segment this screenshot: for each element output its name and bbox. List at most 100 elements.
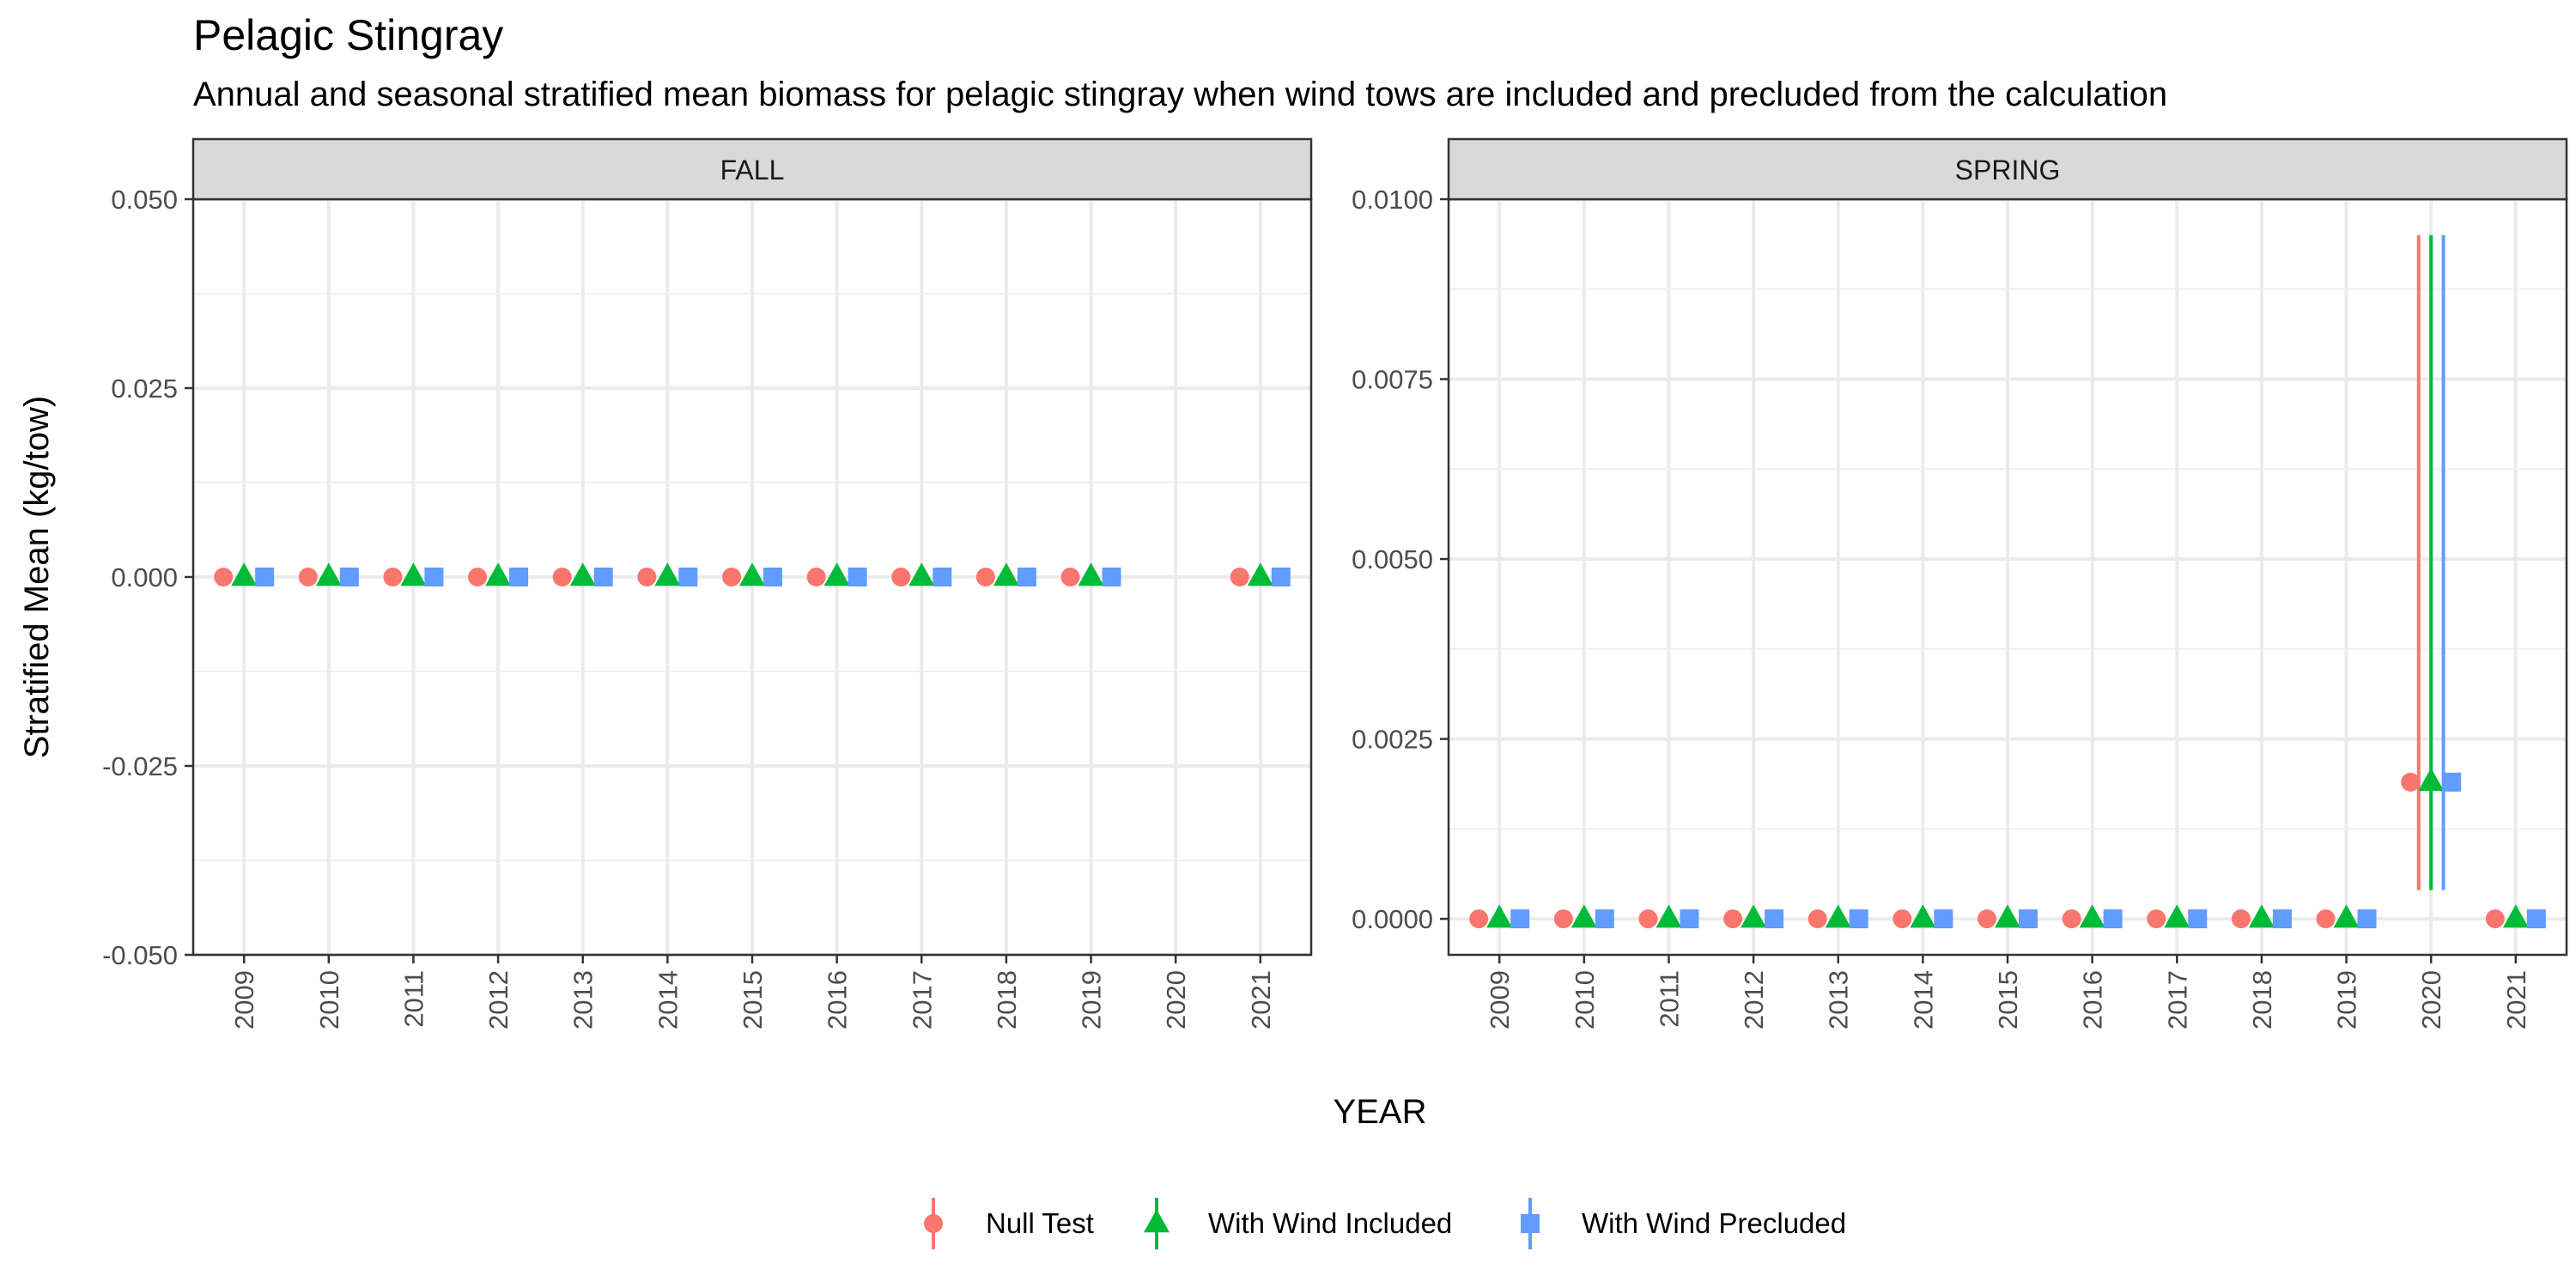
data-point <box>1893 909 1912 929</box>
x-tick-label: 2020 <box>2416 970 2446 1030</box>
x-tick-label: 2018 <box>2247 970 2277 1030</box>
y-tick-label: 0.0050 <box>1352 544 1433 574</box>
data-point <box>933 568 952 586</box>
x-tick-label: 2012 <box>483 970 513 1030</box>
data-point <box>1741 904 1767 928</box>
facet-strip-label: SPRING <box>1955 155 2061 185</box>
data-point <box>2485 909 2505 929</box>
data-point <box>2188 909 2208 929</box>
panel-fall: FALL -0.050 -0.025 0.000 0.025 0.050 2009 2010 2… <box>102 137 1313 1030</box>
legend-item: Null Test <box>924 1198 1094 1249</box>
y-tick-label: 0.050 <box>111 185 178 215</box>
x-tick-label: 2021 <box>2501 970 2531 1030</box>
legend-label: Null Test <box>986 1207 1094 1239</box>
data-point <box>400 562 427 586</box>
data-point <box>908 562 935 586</box>
y-tick-label: 0.0000 <box>1352 904 1433 934</box>
chart-subtitle: Annual and seasonal stratified mean biom… <box>193 76 2168 113</box>
data-point <box>1247 562 1273 586</box>
x-tick-label: 2010 <box>1570 970 1600 1030</box>
data-point <box>2333 904 2360 928</box>
x-axis-title: YEAR <box>1334 1093 1427 1131</box>
data-point <box>1765 909 1784 929</box>
data-point <box>2418 768 2445 792</box>
y-tick-label: 0.0075 <box>1352 365 1433 395</box>
x-tick-label: 2018 <box>992 970 1022 1030</box>
data-point <box>2357 909 2377 929</box>
x-tick-label: 2019 <box>1077 970 1107 1030</box>
data-point <box>654 562 681 586</box>
x-tick-label: 2016 <box>2078 970 2108 1030</box>
x-tick-label: 2017 <box>907 970 937 1030</box>
data-point <box>2079 904 2105 928</box>
data-point <box>2526 909 2546 929</box>
data-point <box>424 568 444 586</box>
data-point <box>1510 909 1530 929</box>
chart-title: Pelagic Stingray <box>193 11 504 59</box>
data-point <box>509 568 529 586</box>
x-tick-label: 2017 <box>2162 970 2192 1030</box>
data-point <box>2062 909 2081 929</box>
data-point <box>298 568 318 586</box>
x-tick-label: 2012 <box>1739 970 1769 1030</box>
x-tick-label: 2011 <box>398 970 428 1028</box>
data-point <box>214 568 234 586</box>
panel-spring: SPRING 0.0000 0.0025 0.0050 0.0075 0.0100 2009… <box>1352 137 2568 1030</box>
data-point <box>2316 909 2336 929</box>
x-tick-label: 2011 <box>1654 970 1684 1028</box>
facet-strip <box>191 137 1313 201</box>
data-point <box>1060 568 1080 586</box>
y-tick-label: -0.050 <box>102 940 178 970</box>
data-point <box>1078 562 1104 586</box>
data-point <box>1017 568 1036 586</box>
x-tick-label: 2019 <box>2332 970 2362 1030</box>
data-point <box>1978 909 1996 929</box>
data-point <box>739 562 765 586</box>
data-point <box>1849 909 1868 929</box>
data-point <box>1553 909 1573 929</box>
data-point <box>2019 909 2038 929</box>
legend-key-triangle <box>1144 1209 1170 1233</box>
data-point <box>2401 772 2421 792</box>
data-point <box>1102 568 1121 586</box>
y-tick-label: 0.025 <box>111 374 178 404</box>
data-point <box>255 568 275 586</box>
data-point <box>2502 904 2529 928</box>
data-point <box>593 568 613 586</box>
legend-key-square <box>1521 1214 1540 1233</box>
x-tick-label: 2015 <box>738 970 768 1030</box>
data-point <box>1807 909 1827 929</box>
data-point <box>569 562 596 586</box>
data-point <box>975 568 995 586</box>
data-point <box>1656 904 1682 928</box>
x-tick-label: 2013 <box>568 970 598 1030</box>
data-point <box>678 568 698 586</box>
data-point <box>2231 909 2251 929</box>
legend-key-circle <box>924 1214 943 1233</box>
x-tick-label: 2020 <box>1161 970 1191 1030</box>
data-point <box>1230 568 1249 586</box>
data-point <box>722 568 741 586</box>
data-point <box>2248 904 2275 928</box>
x-tick-label: 2009 <box>229 970 259 1030</box>
data-point <box>231 562 258 586</box>
data-point <box>485 562 512 586</box>
legend: Null Test With Wind Included With Wind Pre… <box>924 1198 1846 1249</box>
data-point <box>1486 904 1513 928</box>
x-tick-label: 2009 <box>1485 970 1515 1030</box>
data-point <box>637 568 657 586</box>
data-point <box>1723 909 1743 929</box>
data-point <box>848 568 867 586</box>
y-tick-label: 0.0100 <box>1352 185 1433 215</box>
facet-strip <box>1447 137 2568 201</box>
data-point <box>2164 904 2190 928</box>
data-point <box>891 568 911 586</box>
data-point <box>993 562 1019 586</box>
data-point <box>1910 904 1936 928</box>
data-point <box>2272 909 2292 929</box>
data-point <box>2442 772 2462 792</box>
x-tick-label: 2013 <box>1824 970 1854 1030</box>
data-point <box>1638 909 1658 929</box>
data-point <box>1271 568 1291 586</box>
